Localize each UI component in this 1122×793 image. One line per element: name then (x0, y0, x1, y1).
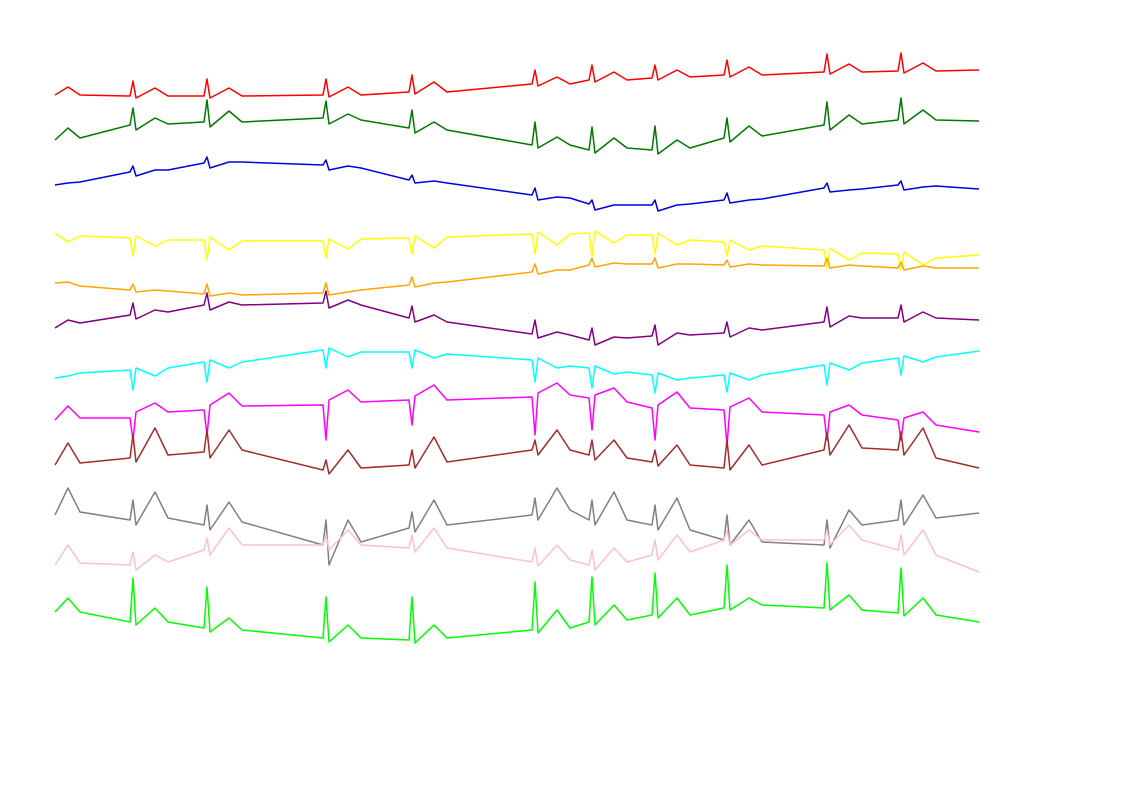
ecg-trace (54, 382, 980, 446)
ecg-trace (54, 52, 980, 99)
ecg-trace (54, 487, 980, 566)
ecg-trace (54, 230, 980, 271)
ecg-trace (54, 347, 980, 394)
ecg-trace (54, 562, 980, 644)
ecg-trace (54, 524, 980, 573)
ecg-trace (54, 257, 979, 297)
ecg-trace (54, 156, 980, 212)
ecg-trace (54, 290, 980, 346)
ecg-trace (54, 424, 980, 475)
ecg-trace (54, 97, 980, 155)
